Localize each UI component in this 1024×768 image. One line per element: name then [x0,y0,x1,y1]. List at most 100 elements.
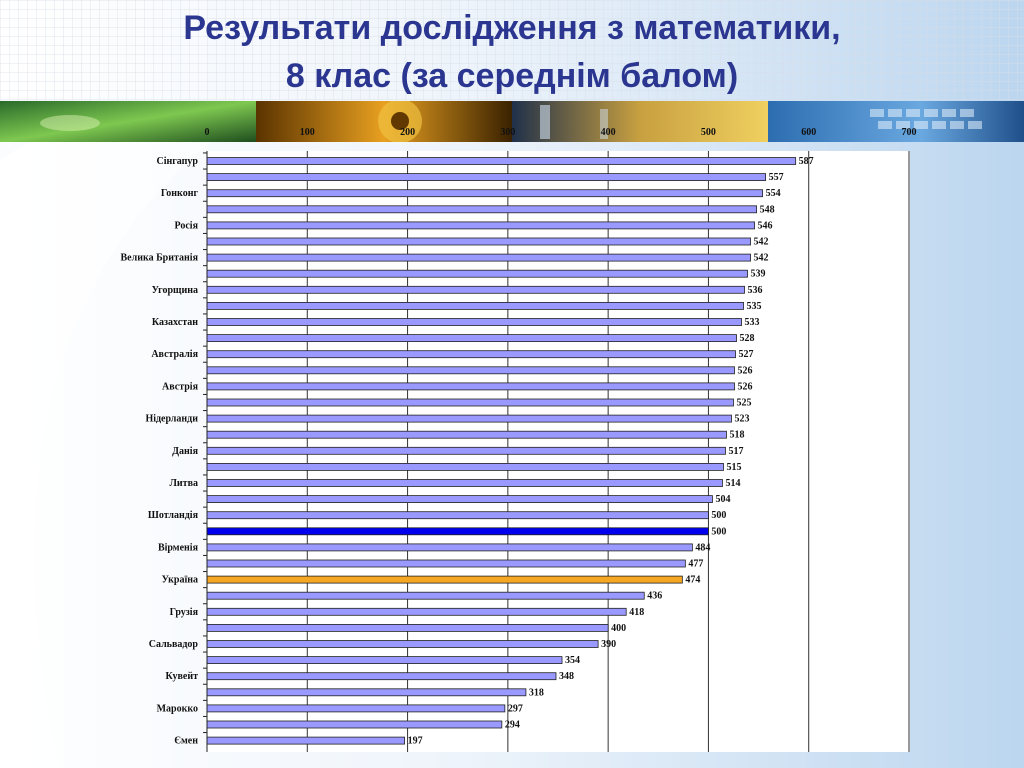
bars [206,157,797,745]
bar-value-label: 297 [508,703,523,714]
bar-value-label: 527 [739,349,754,360]
x-tick-label: 300 [500,127,515,138]
category-label: Сальвадор [149,639,199,650]
x-tick-label: 600 [801,127,816,138]
category-label: Австралія [151,349,198,360]
category-label: Україна [162,575,198,586]
x-tick-label: 700 [902,127,917,138]
bar-value-label: 474 [685,575,700,586]
bar-value-label: 526 [738,381,753,392]
bar-value-label: 536 [748,285,763,296]
bar [206,656,563,664]
bar [206,414,732,423]
bar-value-label: 528 [740,333,755,344]
bar-value-label: 436 [647,591,662,602]
bar [206,237,751,246]
bar-value-label: 517 [728,446,743,457]
bar-value-label: 533 [745,317,760,328]
bar [206,527,709,536]
slide-title-line1: Результати дослідження з математики, [183,9,841,47]
bar [206,640,599,648]
category-label: Вірменія [158,542,199,553]
bar [206,446,726,455]
bar [206,253,751,262]
bar [206,221,755,230]
bar-value-label: 390 [601,639,616,650]
bar [206,189,763,198]
bar-value-label: 514 [725,478,740,489]
category-label: Марокко [157,703,198,714]
x-tick-label: 400 [601,127,616,138]
x-tick-label: 0 [205,127,210,138]
bar-value-label: 539 [751,269,766,280]
bar [206,704,506,713]
bar [206,575,683,584]
category-label: Казахстан [152,317,198,328]
bar-value-label: 554 [766,188,781,199]
bar-value-label: 557 [769,172,784,183]
bar [206,607,627,616]
bar [206,559,686,568]
bar-value-label: 548 [760,204,775,215]
bar-value-label: 542 [754,253,769,264]
bar [206,334,737,343]
x-axis-ticks: 0 100 200 300 400 500 600 700 [205,127,917,138]
bar-value-label: 526 [738,365,753,376]
bar [206,511,709,520]
bar-value-label: 418 [629,607,644,618]
category-label: Кувейт [165,671,198,682]
category-label: Сінгапур [157,156,199,167]
bar-value-label: 515 [726,462,741,473]
bar [206,688,527,697]
bar-value-label: 542 [754,237,769,248]
bar-value-label: 587 [799,156,814,167]
category-label: Литва [169,478,198,489]
bar-value-label: 400 [611,623,626,634]
bar [206,495,713,504]
category-label: Шотландія [148,510,199,521]
bar-value-label: 500 [711,510,726,521]
bar [206,479,723,487]
category-label: Угорщина [152,285,198,296]
category-label: Росія [175,220,199,231]
bar-value-label: 546 [758,220,773,231]
bar [206,543,693,552]
bar [206,318,742,326]
bar-value-label: 354 [565,655,580,666]
bar [206,285,745,294]
bar [206,672,557,681]
category-label: Ємен [174,736,198,747]
category-label: Грузія [170,607,199,618]
bar-value-label: 484 [695,542,710,553]
bar [206,591,645,600]
x-tick-label: 100 [300,127,315,138]
bar [206,301,744,310]
slide-title-line2: 8 клас (за середнім балом) [285,57,739,95]
bar [206,382,735,391]
bar [206,720,503,729]
bar-value-label: 504 [715,494,730,505]
x-tick-label: 200 [400,127,415,138]
category-label: Австрія [162,381,199,392]
bar-value-label: 197 [408,736,423,747]
bar-value-label: 523 [734,414,749,425]
category-label: Данія [172,446,198,457]
category-label: Гонконг [161,188,199,199]
bar-value-label: 525 [737,398,752,409]
bar [206,624,609,632]
bar-value-label: 318 [529,687,544,698]
bar [206,398,734,407]
bar [206,462,724,471]
bar-value-label: 535 [747,301,762,312]
bar [206,736,405,745]
bar-value-label: 518 [729,430,744,441]
photo-banner [0,101,1024,142]
bar [206,205,757,214]
category-label: Нідерланди [145,414,198,425]
bar-value-label: 477 [688,559,703,570]
bar-value-label: 294 [505,720,520,731]
bar [206,366,735,375]
bar-value-label: 348 [559,671,574,682]
bar [206,430,727,439]
